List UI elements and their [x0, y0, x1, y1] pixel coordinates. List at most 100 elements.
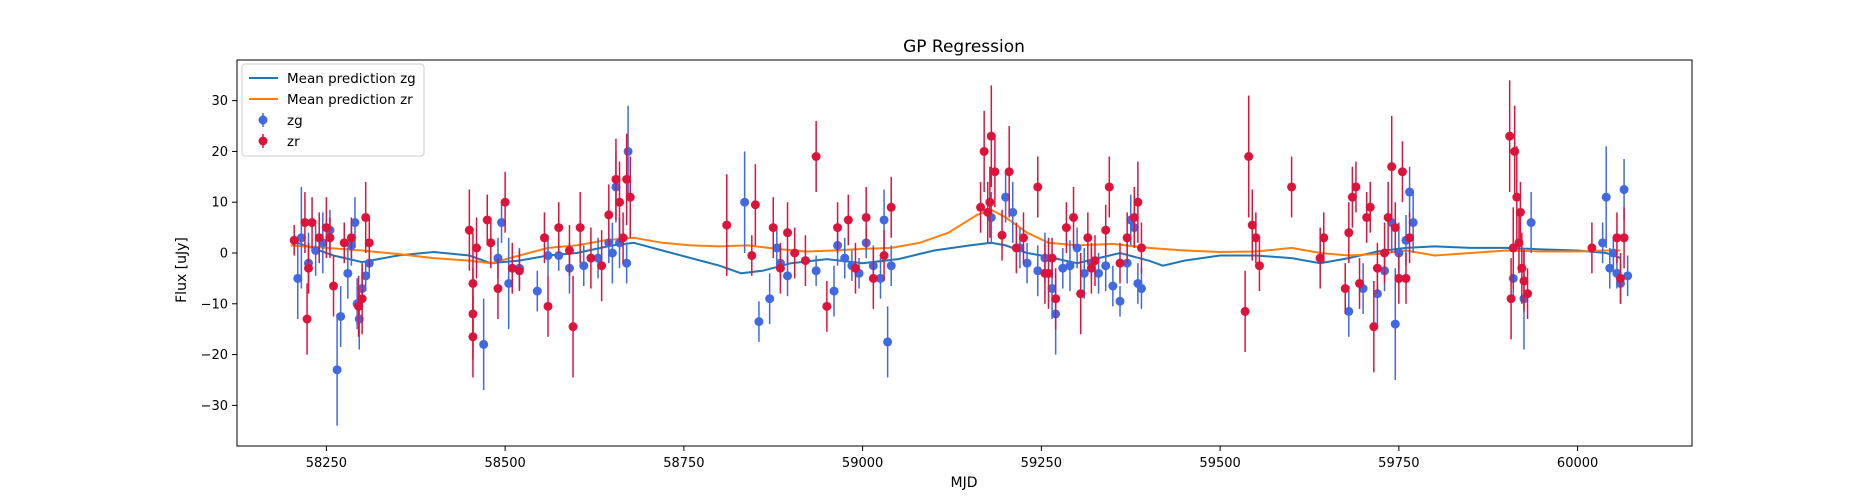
data-point-zr: [861, 212, 871, 222]
data-point-zr: [302, 314, 312, 324]
data-point-zr: [586, 253, 596, 263]
data-point-zr: [1523, 289, 1533, 299]
data-point-zr: [1047, 253, 1057, 263]
data-point-zr: [833, 223, 843, 233]
data-point-zr: [1083, 233, 1093, 243]
data-point-zr: [1394, 273, 1404, 283]
data-point-zr: [868, 273, 878, 283]
data-point-zr: [843, 215, 853, 225]
data-point-zg: [886, 261, 896, 271]
data-point-zg: [1623, 271, 1633, 281]
data-point-zr: [985, 197, 995, 207]
data-point-zr: [1519, 276, 1529, 286]
data-point-zr: [472, 243, 482, 253]
data-point-zr: [1051, 294, 1061, 304]
data-point-zg: [1344, 306, 1354, 316]
data-point-zr: [1101, 225, 1111, 235]
data-point-zg: [1072, 243, 1082, 253]
data-point-zg: [311, 245, 321, 255]
x-axis-label: MJD: [951, 475, 978, 491]
data-point-zr: [615, 197, 625, 207]
data-point-zg: [332, 365, 342, 375]
data-point-zr: [1355, 278, 1365, 288]
data-point-zr: [1351, 182, 1361, 192]
data-point-zr: [1369, 322, 1379, 332]
data-point-zg: [879, 215, 889, 225]
x-tick-label: 60000: [1557, 456, 1598, 471]
data-point-zr: [1372, 263, 1382, 273]
data-point-zr: [464, 225, 474, 235]
data-point-zg: [543, 251, 553, 261]
y-tick-label: −30: [201, 399, 228, 414]
y-tick-label: 20: [211, 145, 228, 160]
x-tick-label: 59750: [1378, 456, 1419, 471]
data-point-zg: [740, 197, 750, 207]
data-point-zg: [1405, 187, 1415, 197]
data-point-zr: [1340, 284, 1350, 294]
data-point-zr: [357, 294, 367, 304]
data-point-zr: [1076, 289, 1086, 299]
data-point-zg: [623, 146, 633, 156]
data-point-zr: [597, 261, 607, 271]
data-point-zr: [1510, 146, 1520, 156]
data-point-zr: [722, 220, 732, 230]
data-point-zr: [1240, 306, 1250, 316]
data-point-zr: [289, 235, 299, 245]
data-point-zr: [976, 202, 986, 212]
data-point-zg: [1390, 319, 1400, 329]
data-point-zr: [354, 301, 364, 311]
data-point-zr: [997, 230, 1007, 240]
data-point-zg: [1001, 192, 1011, 202]
data-point-zr: [493, 284, 503, 294]
data-point-zr: [486, 238, 496, 248]
data-point-zg: [1058, 263, 1068, 273]
data-point-zr: [1090, 256, 1100, 266]
data-point-zr: [1587, 243, 1597, 253]
y-axis-label: Flux [uJy]: [174, 237, 190, 303]
data-point-zg: [840, 253, 850, 263]
data-point-zr: [325, 233, 335, 243]
data-point-zr: [822, 301, 832, 311]
data-point-zr: [1011, 243, 1021, 253]
data-point-zr: [1344, 228, 1354, 238]
data-point-zr: [1061, 223, 1071, 233]
data-point-zr: [300, 218, 310, 228]
data-point-zg: [765, 294, 775, 304]
data-point-zr: [1136, 243, 1146, 253]
data-point-zr: [1517, 263, 1527, 273]
data-point-zg: [607, 248, 617, 258]
data-point-zg: [883, 337, 893, 347]
data-point-zr: [543, 301, 553, 311]
data-point-zr: [1251, 233, 1261, 243]
data-point-zr: [1515, 207, 1525, 217]
y-tick-label: 10: [211, 196, 228, 211]
legend-label: zr: [287, 134, 300, 150]
data-point-zr: [346, 233, 356, 243]
data-point-zg: [1136, 284, 1146, 294]
data-point-zr: [1244, 152, 1254, 161]
data-point-zr: [564, 245, 574, 255]
data-point-zg: [1619, 185, 1629, 195]
y-tick-label: 30: [211, 94, 228, 109]
data-point-zr: [539, 233, 549, 243]
y-tick-label: −20: [201, 348, 228, 363]
data-point-zr: [604, 210, 614, 220]
data-point-zr: [800, 256, 810, 266]
data-point-zg: [1065, 261, 1075, 271]
data-point-zr: [1122, 233, 1132, 243]
data-point-zr: [747, 251, 757, 261]
data-point-zg: [593, 253, 603, 263]
data-point-zr: [1401, 273, 1411, 283]
data-point-zr: [618, 233, 628, 243]
data-point-zr: [1315, 253, 1325, 263]
data-point-zr: [622, 174, 632, 184]
data-point-zr: [1129, 212, 1139, 222]
data-point-zr: [1033, 182, 1043, 192]
data-point-zg: [1079, 268, 1089, 278]
data-point-zr: [783, 228, 793, 238]
legend-marker-swatch: [258, 136, 268, 146]
data-point-zr: [1004, 167, 1014, 177]
data-point-zr: [1104, 182, 1114, 192]
legend: Mean prediction zg Mean prediction zr zg zr: [241, 63, 425, 157]
